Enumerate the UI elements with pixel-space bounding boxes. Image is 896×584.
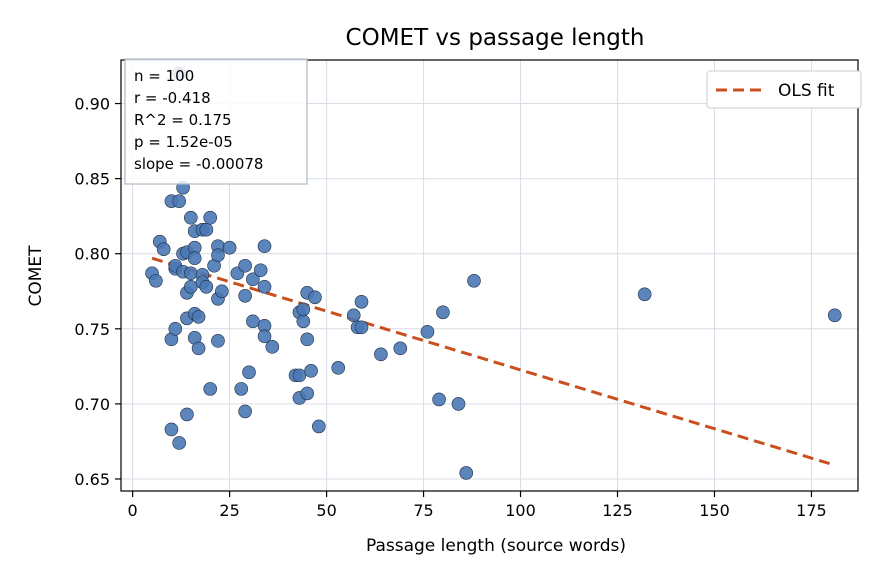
x-tick-label: 175 bbox=[796, 501, 827, 520]
x-tick-label: 25 bbox=[219, 501, 239, 520]
y-tick-label: 0.65 bbox=[74, 470, 110, 489]
data-point bbox=[187, 251, 202, 266]
data-point bbox=[374, 347, 388, 362]
x-tick-label: 0 bbox=[128, 501, 138, 520]
data-point bbox=[354, 320, 369, 335]
data-point bbox=[246, 272, 260, 287]
data-point bbox=[242, 365, 256, 380]
y-axis-ticks: 0.65 0.70 0.75 0.80 0.85 0.90 bbox=[74, 95, 121, 489]
data-point bbox=[257, 239, 272, 254]
legend: OLS fit bbox=[706, 70, 862, 109]
data-point bbox=[168, 322, 183, 336]
data-point bbox=[265, 340, 280, 354]
data-point bbox=[149, 273, 163, 288]
data-point bbox=[451, 397, 466, 411]
data-point bbox=[420, 325, 435, 339]
data-point bbox=[257, 329, 272, 344]
x-axis-label: Passage length (source words) bbox=[366, 536, 626, 556]
y-axis-label: COMET bbox=[26, 245, 46, 307]
data-point bbox=[172, 436, 186, 450]
data-point bbox=[346, 308, 361, 323]
x-axis-ticks: 0 25 50 75 100 125 150 175 bbox=[128, 491, 827, 520]
data-point bbox=[180, 407, 194, 422]
data-point bbox=[331, 361, 346, 375]
stats-box-frame bbox=[124, 58, 308, 185]
chart-title: COMET vs passage length bbox=[346, 25, 645, 51]
data-point bbox=[164, 422, 179, 437]
data-point bbox=[215, 284, 229, 299]
data-point bbox=[238, 288, 252, 303]
stats-line: r = -0.418 bbox=[134, 89, 211, 107]
data-point bbox=[300, 332, 314, 347]
data-point bbox=[637, 287, 652, 302]
data-point bbox=[467, 273, 481, 288]
data-point bbox=[257, 279, 272, 294]
data-point bbox=[436, 305, 450, 320]
data-point bbox=[172, 194, 186, 208]
data-point bbox=[300, 386, 314, 401]
data-point bbox=[234, 382, 249, 396]
stats-line: R^2 = 0.175 bbox=[134, 111, 232, 129]
legend-frame bbox=[706, 70, 862, 109]
y-tick-label: 0.85 bbox=[74, 170, 110, 189]
data-points bbox=[145, 66, 842, 480]
x-tick-label: 150 bbox=[699, 501, 730, 520]
legend-fit-label: OLS fit bbox=[778, 81, 835, 101]
data-point bbox=[246, 314, 260, 329]
data-point bbox=[312, 419, 326, 434]
data-point bbox=[203, 382, 218, 396]
fit-layer bbox=[151, 256, 832, 466]
y-tick-label: 0.70 bbox=[74, 395, 110, 414]
stats-line: p = 1.52e-05 bbox=[134, 133, 233, 151]
data-point bbox=[184, 279, 198, 294]
stats-line: slope = -0.00078 bbox=[134, 155, 263, 173]
data-point bbox=[211, 248, 225, 263]
data-point bbox=[253, 263, 268, 278]
data-point bbox=[203, 210, 218, 225]
data-point bbox=[199, 279, 214, 294]
data-point bbox=[184, 210, 198, 225]
plot-area-frame bbox=[120, 59, 859, 492]
data-point bbox=[156, 242, 171, 257]
data-point bbox=[191, 341, 206, 356]
stats-box: n = 100 r = -0.418 R^2 = 0.175 p = 1.52e… bbox=[124, 58, 308, 185]
data-point bbox=[308, 290, 322, 305]
data-point bbox=[238, 404, 252, 419]
x-tick-label: 100 bbox=[505, 501, 536, 520]
stats-line: n = 100 bbox=[134, 67, 194, 85]
y-tick-label: 0.80 bbox=[74, 245, 110, 264]
data-point bbox=[292, 368, 307, 383]
data-point bbox=[238, 258, 252, 273]
data-point bbox=[184, 266, 198, 281]
data-point bbox=[296, 314, 311, 329]
y-tick-label: 0.90 bbox=[74, 95, 110, 114]
data-point bbox=[211, 334, 225, 348]
x-tick-label: 50 bbox=[316, 501, 336, 520]
data-point bbox=[459, 466, 474, 480]
x-tick-label: 75 bbox=[413, 501, 433, 520]
y-tick-label: 0.75 bbox=[74, 320, 110, 339]
data-point bbox=[432, 392, 446, 407]
data-point bbox=[304, 364, 318, 378]
data-point bbox=[393, 341, 408, 356]
data-point bbox=[354, 294, 369, 309]
data-point bbox=[296, 302, 311, 317]
x-tick-label: 125 bbox=[602, 501, 633, 520]
data-point bbox=[199, 222, 214, 237]
data-point bbox=[222, 240, 237, 255]
data-point bbox=[827, 308, 842, 323]
data-point bbox=[191, 309, 206, 324]
ols-fit-line bbox=[151, 256, 832, 466]
